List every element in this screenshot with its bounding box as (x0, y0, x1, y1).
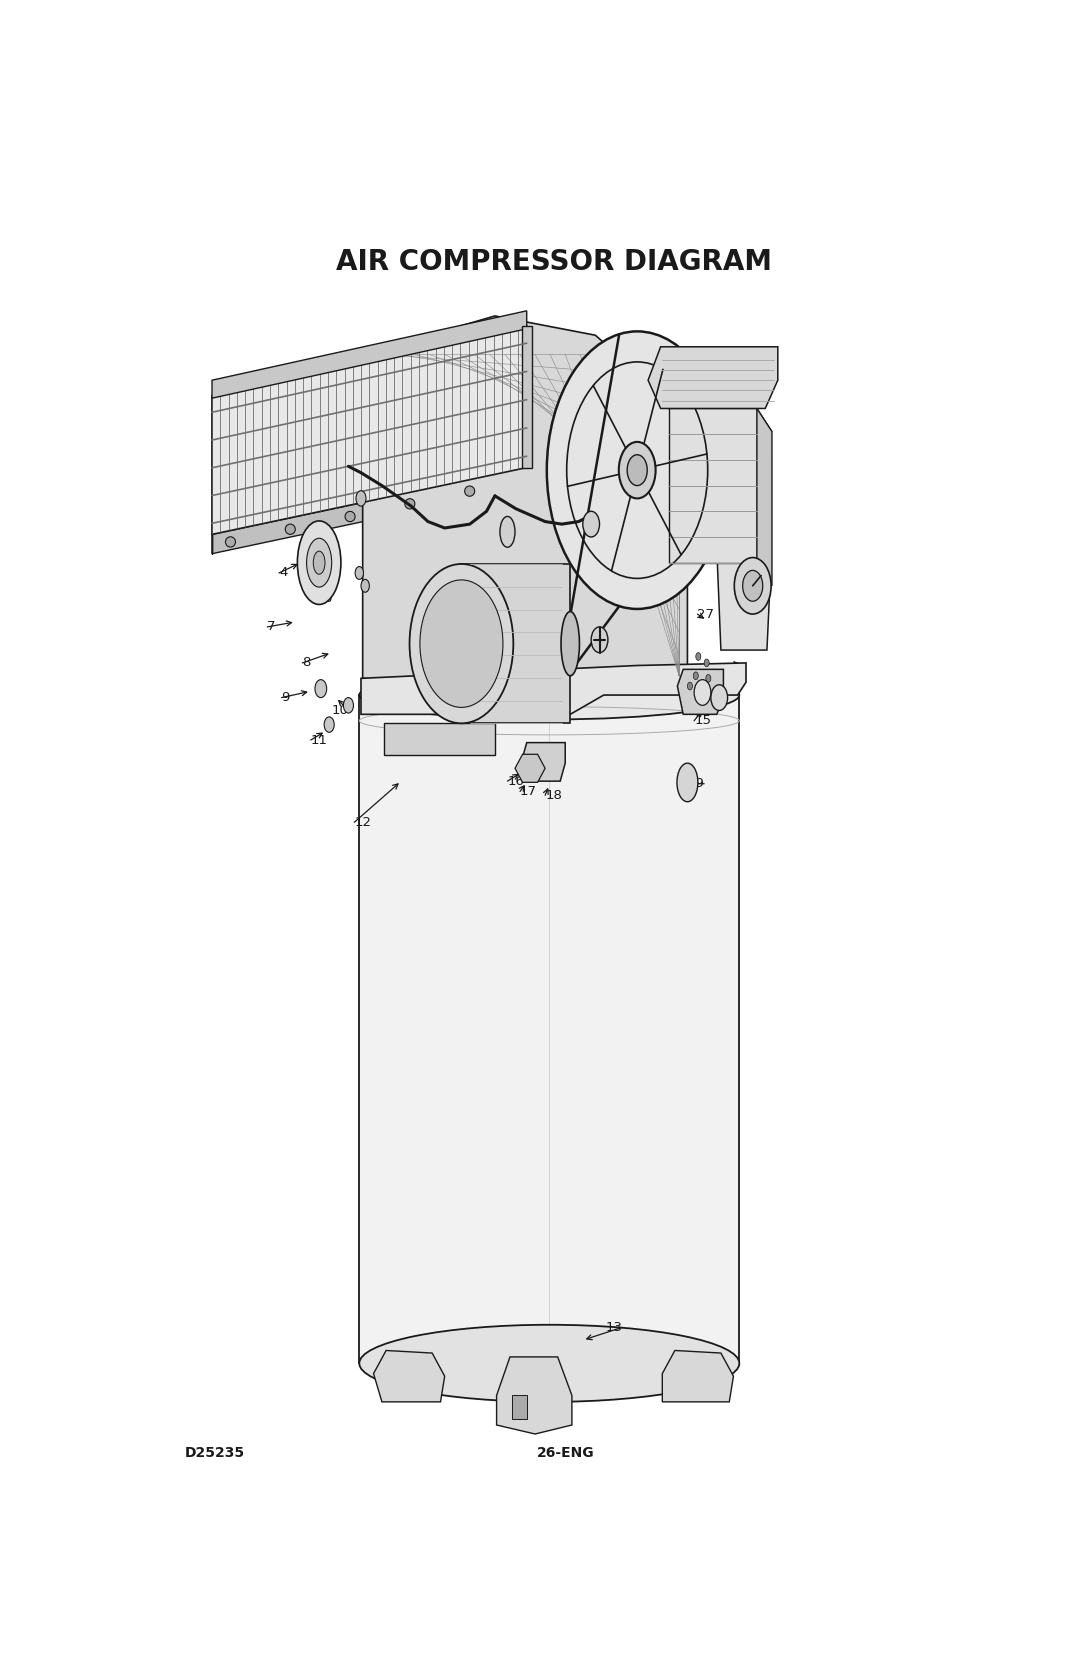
Polygon shape (363, 315, 688, 686)
Polygon shape (515, 754, 545, 783)
Ellipse shape (297, 521, 341, 604)
Ellipse shape (500, 516, 515, 547)
Ellipse shape (360, 671, 740, 719)
Text: 28: 28 (754, 582, 771, 594)
Circle shape (696, 653, 701, 661)
Text: 8: 8 (302, 656, 311, 669)
Circle shape (583, 511, 599, 537)
Text: 19: 19 (687, 778, 704, 789)
Text: 38: 38 (468, 531, 485, 544)
Text: 10: 10 (332, 704, 349, 718)
Ellipse shape (360, 1325, 740, 1402)
Circle shape (356, 491, 366, 506)
Text: 39: 39 (644, 653, 661, 666)
Text: D25235: D25235 (186, 1447, 245, 1460)
Text: 37: 37 (562, 517, 579, 531)
Polygon shape (757, 409, 772, 586)
Polygon shape (677, 669, 724, 714)
Text: 26: 26 (597, 631, 613, 644)
Ellipse shape (561, 611, 580, 676)
Polygon shape (522, 325, 531, 467)
Ellipse shape (226, 537, 235, 547)
Polygon shape (648, 347, 778, 409)
Text: 34: 34 (744, 456, 761, 469)
Polygon shape (522, 743, 565, 781)
Circle shape (706, 674, 711, 683)
Polygon shape (212, 325, 527, 534)
Polygon shape (374, 1350, 445, 1402)
Circle shape (627, 454, 647, 486)
Ellipse shape (285, 524, 295, 534)
Polygon shape (384, 723, 495, 756)
Text: 22: 22 (700, 691, 717, 704)
Circle shape (704, 659, 710, 668)
Text: 1: 1 (226, 466, 234, 479)
Ellipse shape (313, 551, 325, 574)
Polygon shape (497, 1357, 572, 1434)
Circle shape (694, 679, 711, 706)
Circle shape (743, 571, 762, 601)
Ellipse shape (677, 763, 698, 801)
Circle shape (546, 332, 728, 609)
Text: 16: 16 (508, 774, 525, 788)
Circle shape (324, 718, 334, 733)
Text: 3: 3 (376, 494, 384, 507)
Polygon shape (212, 310, 527, 399)
Text: AIR COMPRESSOR DIAGRAM: AIR COMPRESSOR DIAGRAM (336, 249, 771, 275)
Polygon shape (662, 1350, 733, 1402)
Ellipse shape (345, 511, 355, 522)
Polygon shape (360, 694, 740, 1364)
Ellipse shape (307, 539, 332, 587)
Text: 2: 2 (267, 509, 275, 522)
Ellipse shape (405, 499, 415, 509)
Polygon shape (461, 564, 570, 723)
Text: 5: 5 (318, 582, 326, 594)
Text: 4: 4 (279, 566, 287, 579)
Ellipse shape (420, 579, 503, 708)
Ellipse shape (464, 486, 475, 496)
Text: 24: 24 (647, 656, 664, 669)
Ellipse shape (409, 564, 513, 723)
Text: 25: 25 (647, 646, 664, 659)
Text: 9: 9 (282, 691, 289, 704)
Text: 26-ENG: 26-ENG (537, 1447, 594, 1460)
Circle shape (734, 557, 771, 614)
Circle shape (591, 628, 608, 653)
Polygon shape (717, 457, 771, 649)
Circle shape (315, 679, 326, 698)
Polygon shape (669, 409, 757, 562)
Text: 7: 7 (267, 621, 275, 634)
Polygon shape (212, 467, 527, 554)
Circle shape (693, 673, 699, 679)
Text: 15: 15 (694, 714, 711, 728)
Text: 27: 27 (698, 608, 715, 621)
Text: 11: 11 (311, 734, 327, 746)
Circle shape (688, 683, 692, 689)
Text: 12: 12 (354, 816, 372, 829)
Circle shape (343, 698, 353, 713)
Circle shape (361, 579, 369, 592)
Text: 18: 18 (545, 789, 562, 801)
Text: 32: 32 (746, 441, 762, 454)
Circle shape (702, 688, 706, 694)
Text: 17: 17 (521, 784, 537, 798)
Polygon shape (361, 663, 746, 714)
Text: 23: 23 (725, 663, 742, 676)
Polygon shape (669, 409, 772, 432)
Circle shape (711, 684, 728, 711)
Polygon shape (512, 1395, 527, 1419)
Circle shape (355, 566, 364, 579)
Text: 13: 13 (605, 1320, 622, 1334)
Text: 6: 6 (323, 592, 332, 606)
Circle shape (619, 442, 656, 499)
